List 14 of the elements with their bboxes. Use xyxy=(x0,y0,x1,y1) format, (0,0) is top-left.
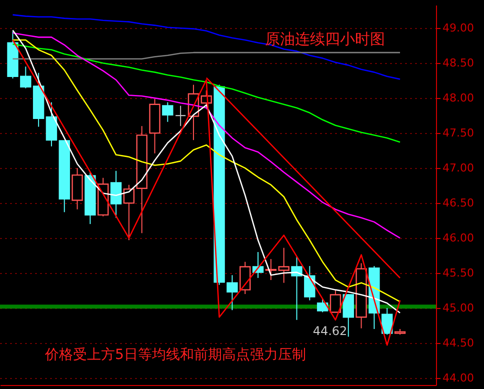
y-tick-label: 46.50 xyxy=(442,196,474,210)
text: 原油连续四小时图 xyxy=(265,30,385,48)
y-tick-label: 48.50 xyxy=(442,56,474,70)
y-tick-label: 47.00 xyxy=(442,162,474,175)
annotation: 44.62 xyxy=(312,324,348,338)
y-tick-label: 49.00 xyxy=(442,22,474,35)
y-tick-label: 46.00 xyxy=(442,232,474,245)
y-tick-label: 45.50 xyxy=(442,266,474,280)
y-tick-label: 45.00 xyxy=(442,302,474,315)
y-tick-label: 44.50 xyxy=(442,336,474,350)
y-tick-label: 48.00 xyxy=(442,92,474,105)
y-tick-label: 44.00 xyxy=(442,372,474,384)
annotation: 价格受上方5日等均线和前期高点强力压制 xyxy=(44,347,306,363)
y-tick-label: 47.50 xyxy=(442,126,474,140)
